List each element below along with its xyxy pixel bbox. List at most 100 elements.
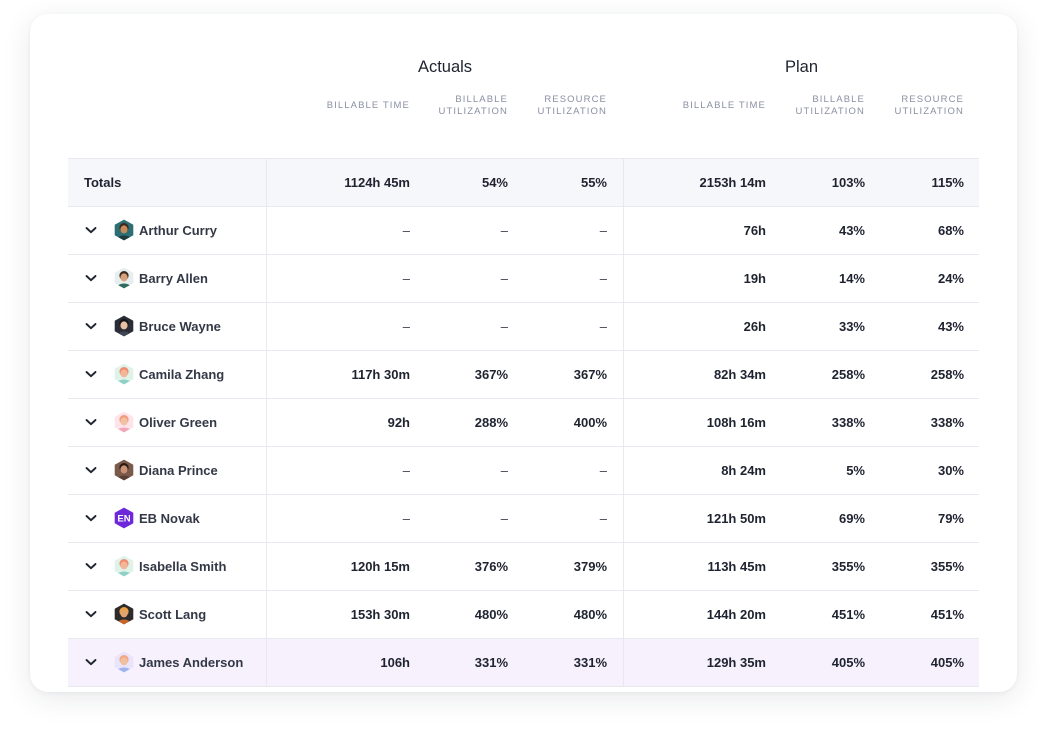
column-header-actuals-billable-utilization: BILLABLE UTILIZATION	[410, 92, 508, 120]
cell-plan-resource-utilization: 338%	[930, 415, 964, 430]
cell-actuals-billable-time: –	[402, 319, 410, 334]
cell-actuals-billable-utilization: –	[500, 319, 508, 334]
column-header-text: UTILIZATION	[795, 106, 865, 117]
column-divider	[266, 399, 267, 446]
person-name: Oliver Green	[139, 415, 218, 430]
cell-plan-resource-utilization: 43%	[937, 319, 964, 334]
cell-plan-billable-utilization: 33%	[838, 319, 865, 334]
person-cell: Scott Lang	[68, 591, 266, 638]
cell-actuals-billable-utilization: –	[500, 223, 508, 238]
cell-plan-billable-utilization: 14%	[838, 271, 865, 286]
column-divider	[266, 591, 267, 638]
cell-plan-billable-time: 129h 35m	[706, 655, 766, 670]
person-cell: Barry Allen	[68, 255, 266, 302]
column-divider	[623, 543, 624, 590]
table-row[interactable]: EN EB Novak – – – 121h 50m 69% 79%	[68, 495, 979, 543]
cell-plan-resource-utilization: 24%	[937, 271, 964, 286]
group-header-row: Actuals Plan	[68, 56, 979, 84]
cell-actuals-billable-time: –	[402, 271, 410, 286]
chevron-down-icon[interactable]	[84, 608, 98, 620]
table-row[interactable]: Bruce Wayne – – – 26h 33% 43%	[68, 303, 979, 351]
chevron-down-icon[interactable]	[84, 512, 98, 524]
group-title-plan: Plan	[784, 58, 819, 76]
person-name: Barry Allen	[139, 271, 208, 286]
column-header-actuals-resource-utilization: RESOURCE UTILIZATION	[508, 92, 607, 120]
table-row[interactable]: Scott Lang 153h 30m 480% 480% 144h 20m 451% 45…	[68, 591, 979, 639]
cell-plan-resource-utilization: 30%	[937, 463, 964, 478]
cell-actuals-resource-utilization: 379%	[573, 559, 607, 574]
cell-actuals-billable-time: 153h 30m	[350, 607, 410, 622]
cell-plan-billable-utilization: 258%	[831, 367, 865, 382]
cell-actuals-resource-utilization: 367%	[573, 367, 607, 382]
person-name: Isabella Smith	[139, 559, 227, 574]
column-header-actuals-billable-time: BILLABLE TIME	[266, 92, 410, 120]
column-divider	[623, 207, 624, 254]
cell-plan-resource-utilization: 355%	[930, 559, 964, 574]
cell-actuals-billable-utilization: 54%	[481, 175, 508, 190]
column-header-text: BILLABLE TIME	[326, 100, 410, 111]
table-row[interactable]: James Anderson 106h 331% 331% 129h 35m 405% 40…	[68, 639, 979, 687]
cell-plan-billable-time: 144h 20m	[706, 607, 766, 622]
cell-plan-billable-time: 8h 24m	[721, 463, 766, 478]
totals-label: Totals	[84, 175, 122, 190]
person-name: Camila Zhang	[139, 367, 225, 382]
column-header-plan-resource-utilization: RESOURCE UTILIZATION	[865, 92, 964, 120]
column-header-text: UTILIZATION	[438, 106, 508, 117]
chevron-down-icon[interactable]	[84, 272, 98, 284]
chevron-down-icon[interactable]	[84, 224, 98, 236]
column-divider	[266, 543, 267, 590]
avatar-lavender-hex	[114, 651, 134, 673]
cell-plan-billable-utilization: 5%	[846, 463, 865, 478]
person-cell: Isabella Smith	[68, 543, 266, 590]
cell-plan-billable-utilization: 69%	[838, 511, 865, 526]
column-header-text: BILLABLE TIME	[682, 100, 766, 111]
column-divider	[266, 639, 267, 686]
cell-plan-billable-time: 19h	[743, 271, 766, 286]
cell-actuals-resource-utilization: –	[599, 223, 607, 238]
chevron-down-icon[interactable]	[84, 560, 98, 572]
cell-plan-resource-utilization: 405%	[930, 655, 964, 670]
chevron-down-icon[interactable]	[84, 656, 98, 668]
column-header-text: BILLABLE	[455, 94, 508, 105]
avatar-initials-hex: EN	[114, 507, 134, 529]
cell-plan-resource-utilization: 258%	[930, 367, 964, 382]
avatar-teal-hex	[114, 219, 134, 241]
column-header-text: RESOURCE	[544, 94, 607, 105]
column-divider	[266, 207, 267, 254]
table-row[interactable]: Barry Allen – – – 19h 14% 24%	[68, 255, 979, 303]
table-body: Totals 1124h 45m 54% 55% 2153h 14m 103% 115% Ar…	[68, 158, 979, 687]
cell-actuals-billable-time: 1124h 45m	[344, 175, 410, 190]
chevron-down-icon[interactable]	[84, 416, 98, 428]
person-cell: James Anderson	[68, 639, 266, 686]
column-header-plan-billable-utilization: BILLABLE UTILIZATION	[766, 92, 865, 120]
chevron-down-icon[interactable]	[84, 464, 98, 476]
table-row[interactable]: Diana Prince – – – 8h 24m 5% 30%	[68, 447, 979, 495]
column-divider	[623, 591, 624, 638]
table-row[interactable]: Oliver Green 92h 288% 400% 108h 16m 338% 338%	[68, 399, 979, 447]
cell-plan-billable-utilization: 355%	[831, 559, 865, 574]
person-cell: Camila Zhang	[68, 351, 266, 398]
avatar-orange-hex	[114, 603, 134, 625]
cell-plan-billable-utilization: 338%	[831, 415, 865, 430]
cell-actuals-resource-utilization: –	[599, 463, 607, 478]
chevron-down-icon[interactable]	[84, 320, 98, 332]
cell-actuals-billable-utilization: –	[500, 511, 508, 526]
column-header-text: RESOURCE	[901, 94, 964, 105]
cell-plan-billable-time: 2153h 14m	[699, 175, 767, 190]
cell-actuals-billable-time: 106h	[380, 655, 410, 670]
cell-actuals-resource-utilization: –	[599, 271, 607, 286]
cell-plan-billable-time: 76h	[743, 223, 766, 238]
cell-actuals-billable-utilization: 480%	[474, 607, 508, 622]
chevron-down-icon[interactable]	[84, 368, 98, 380]
cell-plan-billable-utilization: 451%	[831, 607, 865, 622]
table-row[interactable]: Isabella Smith 120h 15m 376% 379% 113h 45m 35…	[68, 543, 979, 591]
cell-plan-resource-utilization: 68%	[937, 223, 964, 238]
avatar-mint-hex	[114, 555, 134, 577]
column-divider	[623, 351, 624, 398]
person-cell: EN EB Novak	[68, 495, 266, 542]
person-cell: Oliver Green	[68, 399, 266, 446]
avatar-pink-hex	[114, 411, 134, 433]
table-row[interactable]: Camila Zhang 117h 30m 367% 367% 82h 34m 258% 2…	[68, 351, 979, 399]
utilization-card: Actuals Plan BILLABLE TIME BILLABLE UTILIZ…	[30, 14, 1017, 692]
table-row[interactable]: Arthur Curry – – – 76h 43% 68%	[68, 207, 979, 255]
